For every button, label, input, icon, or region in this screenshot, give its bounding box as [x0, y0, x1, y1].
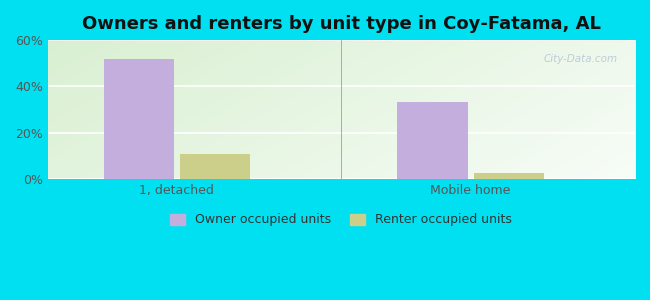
Bar [180, 154, 250, 179]
Bar [397, 102, 467, 179]
Bar [103, 59, 174, 179]
Title: Owners and renters by unit type in Coy-Fatama, AL: Owners and renters by unit type in Coy-F… [82, 15, 601, 33]
Bar [473, 173, 544, 179]
Legend: Owner occupied units, Renter occupied units: Owner occupied units, Renter occupied un… [166, 208, 517, 231]
Text: City-Data.com: City-Data.com [543, 54, 618, 64]
